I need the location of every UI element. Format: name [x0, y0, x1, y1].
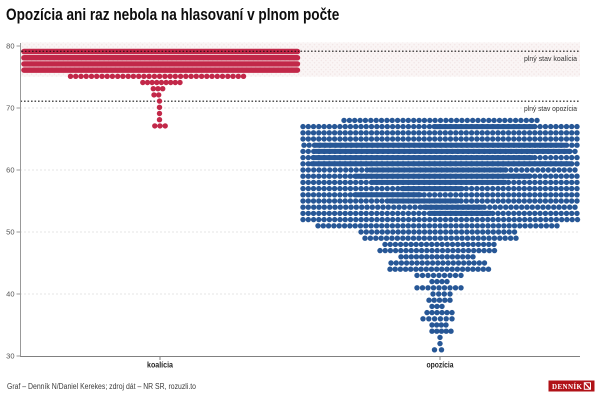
svg-text:50: 50	[6, 228, 14, 237]
svg-text:40: 40	[6, 290, 14, 299]
svg-text:DENNÍK: DENNÍK	[552, 383, 583, 391]
svg-text:80: 80	[6, 42, 14, 51]
svg-text:plný stav opozícia: plný stav opozícia	[524, 104, 578, 113]
svg-text:70: 70	[6, 104, 14, 113]
svg-text:plný stav koalícia: plný stav koalícia	[524, 54, 578, 63]
svg-text:30: 30	[6, 352, 14, 361]
svg-text:Graf – Denník N/Daniel Kerekes: Graf – Denník N/Daniel Kerekes; zdroj dá…	[7, 382, 197, 391]
svg-text:opozícia: opozícia	[427, 361, 454, 370]
svg-text:koalícia: koalícia	[147, 361, 173, 370]
svg-text:60: 60	[6, 166, 14, 175]
